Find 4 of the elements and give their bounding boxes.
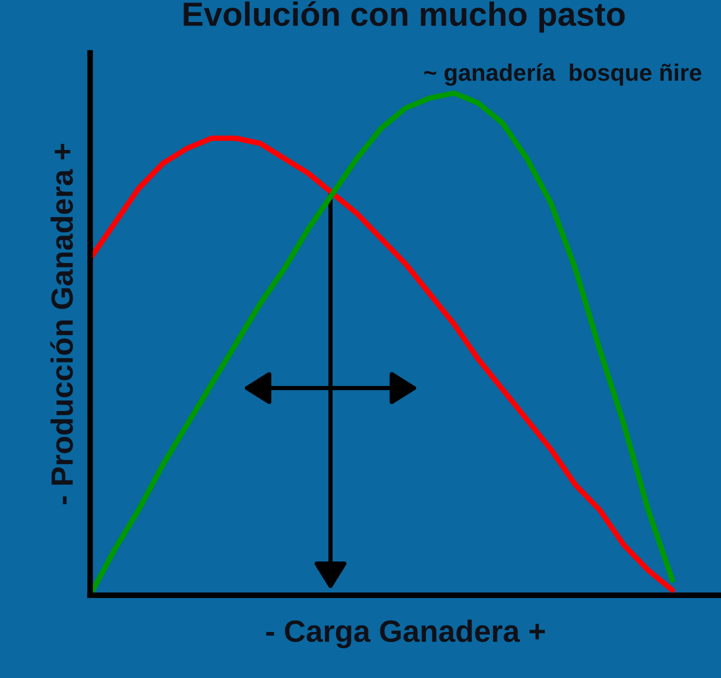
chart-subtitle: ~ ganadería bosque ñire — [424, 63, 702, 86]
chart-title: Evolución con mucho pasto — [184, 1, 625, 33]
x-axis-title: - Carga Ganadera + — [266, 620, 545, 648]
y-axis-title: - Producción Ganadera + — [50, 144, 73, 504]
